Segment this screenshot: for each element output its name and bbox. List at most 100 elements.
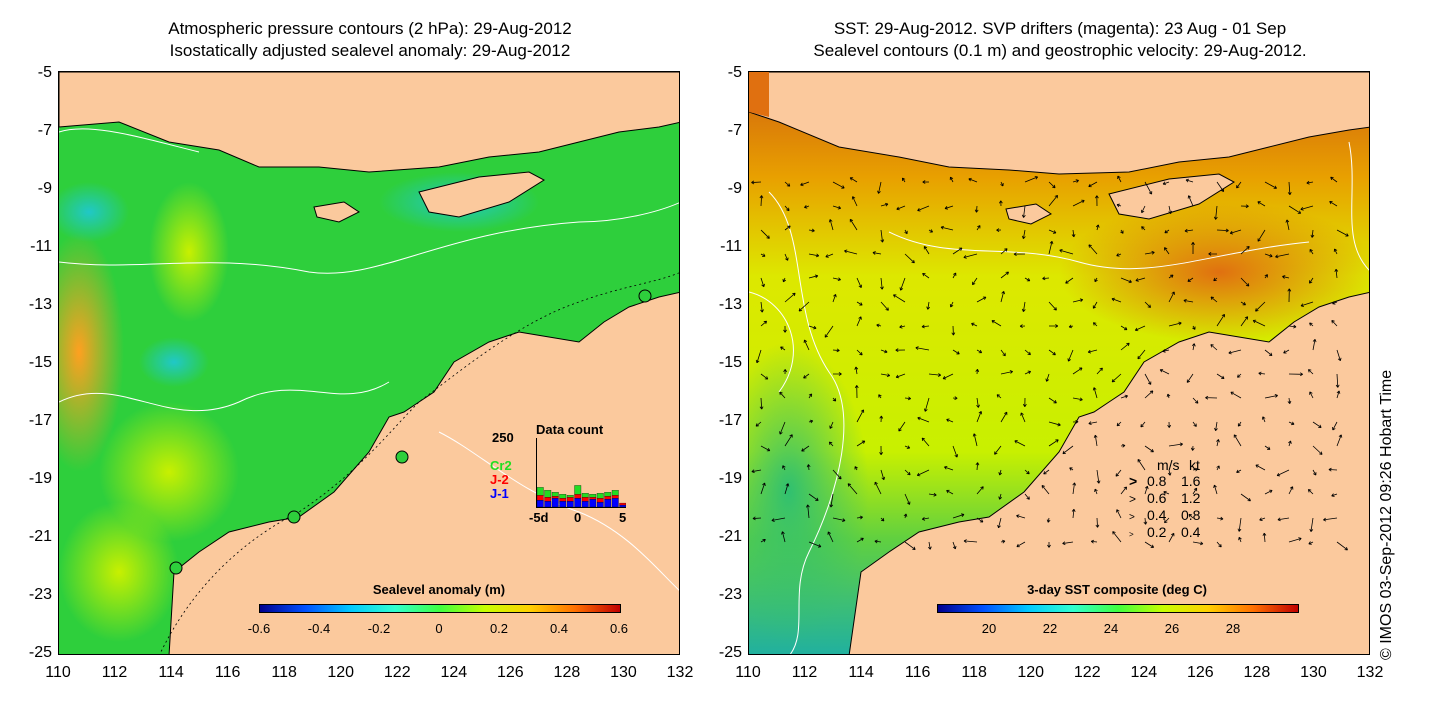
inset-bar-cr2 [559, 494, 567, 499]
velocity-arrow [975, 462, 980, 471]
inset-bar-cr2 [611, 490, 619, 496]
inset-bar-cr2 [566, 495, 574, 498]
velocity-arrow [784, 205, 790, 212]
velocity-arrow [1021, 301, 1026, 312]
velocity-arrow [1144, 250, 1155, 255]
velocity-arrow [1013, 252, 1026, 257]
velocity-arrow [1214, 421, 1218, 432]
velocity-arrow [1192, 487, 1198, 495]
velocity-arrow [1000, 411, 1008, 423]
velocity-arrow [1168, 532, 1175, 543]
velocity-arrow [895, 348, 906, 353]
velocity-arrow [1334, 268, 1339, 279]
velocity-arrow [1312, 421, 1322, 428]
velocity-arrow [1144, 181, 1153, 195]
sealevel-contour-3 [749, 291, 794, 393]
velocity-arrow [1117, 175, 1122, 183]
velocity-arrow [1094, 277, 1098, 283]
velocity-arrow [1264, 349, 1273, 356]
velocity-arrow [832, 181, 845, 189]
velocity-legend: m/s kt >0.8 1.6 >0.6 1.2 >0.4 0.8 >0.2 0.4 [1129, 457, 1239, 547]
velocity-arrow [847, 483, 858, 495]
velocity-arrow [1216, 465, 1220, 471]
velocity-arrow [1092, 301, 1098, 309]
inset-bar-j1 [619, 504, 626, 508]
velocity-arrow [1288, 372, 1303, 377]
velocity-arrow [968, 177, 978, 183]
velocity-arrow [808, 325, 817, 330]
y-tick-label: -15 [718, 354, 742, 371]
velocity-arrow [893, 294, 906, 303]
velocity-arrow [1048, 349, 1056, 356]
velocity-arrow [1164, 229, 1170, 234]
land-australia [168, 291, 679, 654]
velocity-arrow [1287, 181, 1292, 196]
velocity-arrow [1016, 514, 1026, 519]
velocity-arrow [1252, 319, 1266, 327]
velocity-arrow [1323, 517, 1338, 522]
velocity-arrow [898, 421, 906, 432]
velocity-arrow [952, 272, 957, 279]
velocity-arrow [751, 469, 762, 474]
colorbar-tick-label: 20 [981, 621, 997, 636]
velocity-arrow [976, 225, 981, 231]
velocity-arrow [1016, 541, 1026, 548]
x-tick-label: 128 [1243, 664, 1271, 681]
legend-row-2: >0.6 1.2 [1129, 490, 1200, 506]
velocity-arrow [1312, 445, 1323, 455]
velocity-arrow [759, 195, 764, 207]
velocity-arrow [904, 253, 915, 264]
tide-gauge-marker[interactable] [169, 561, 183, 575]
velocity-arrow [1024, 469, 1030, 475]
y-tick-label: -9 [37, 180, 52, 197]
velocity-arrow [1328, 467, 1338, 472]
left-title: Atmospheric pressure contours (2 hPa): 2… [60, 18, 680, 62]
velocity-arrow [944, 205, 954, 210]
velocity-arrow [1307, 369, 1314, 375]
sla-low-mid [139, 337, 209, 387]
x-tick-label: 130 [610, 664, 637, 681]
y-tick-label: -11 [720, 238, 742, 255]
velocity-arrow [1240, 301, 1246, 306]
tide-gauge-marker[interactable] [287, 510, 301, 524]
velocity-arrow [952, 349, 960, 355]
colorbar-tick-label: -0.4 [307, 621, 331, 636]
velocity-arrow [1144, 445, 1154, 453]
x-tick-label: 118 [271, 664, 297, 681]
tide-gauge-marker[interactable] [638, 289, 652, 303]
velocity-arrow [1330, 176, 1338, 183]
velocity-arrow [922, 272, 930, 279]
velocity-arrow [1071, 508, 1076, 519]
y-tick-label: -13 [28, 296, 52, 313]
velocity-arrow [1000, 290, 1006, 303]
velocity-arrow [1191, 343, 1196, 351]
y-tick-label: -5 [37, 64, 52, 81]
velocity-arrow [923, 397, 930, 412]
velocity-arrow [1331, 319, 1338, 327]
velocity-arrow [1168, 205, 1173, 215]
velocity-arrow [1164, 517, 1170, 524]
velocity-arrow [1255, 464, 1266, 471]
tide-gauge-marker[interactable] [395, 450, 409, 464]
velocity-arrow [1047, 541, 1051, 548]
velocity-arrow [974, 205, 979, 213]
inset-xtick-5: 5 [619, 510, 627, 525]
velocity-arrow [808, 493, 819, 501]
velocity-arrow [1062, 541, 1074, 546]
x-tick-label: 122 [1073, 664, 1101, 681]
velocity-arrow [926, 301, 931, 310]
velocity-arrow [1020, 412, 1026, 423]
velocity-arrow [1168, 274, 1174, 279]
velocity-arrow [1192, 467, 1199, 472]
shelf-contour [159, 272, 679, 654]
legend-kt-1: 1.6 [1181, 473, 1201, 489]
sla-low-northwest [59, 182, 129, 242]
velocity-arrow [798, 301, 810, 312]
right-title: SST: 29-Aug-2012. SVP drifters (magenta)… [745, 18, 1375, 62]
velocity-arrow [849, 218, 858, 231]
y-tick-label: -19 [718, 470, 742, 487]
velocity-arrow [1240, 204, 1249, 209]
left-map[interactable]: 250 Data count Cr2 J-2 J-1 -5d 0 5 Seale… [58, 71, 680, 655]
right-map[interactable]: m/s kt >0.8 1.6 >0.6 1.2 >0.4 0.8 >0.2 0.4 3… [748, 71, 1370, 655]
velocity-arrow [976, 296, 987, 303]
